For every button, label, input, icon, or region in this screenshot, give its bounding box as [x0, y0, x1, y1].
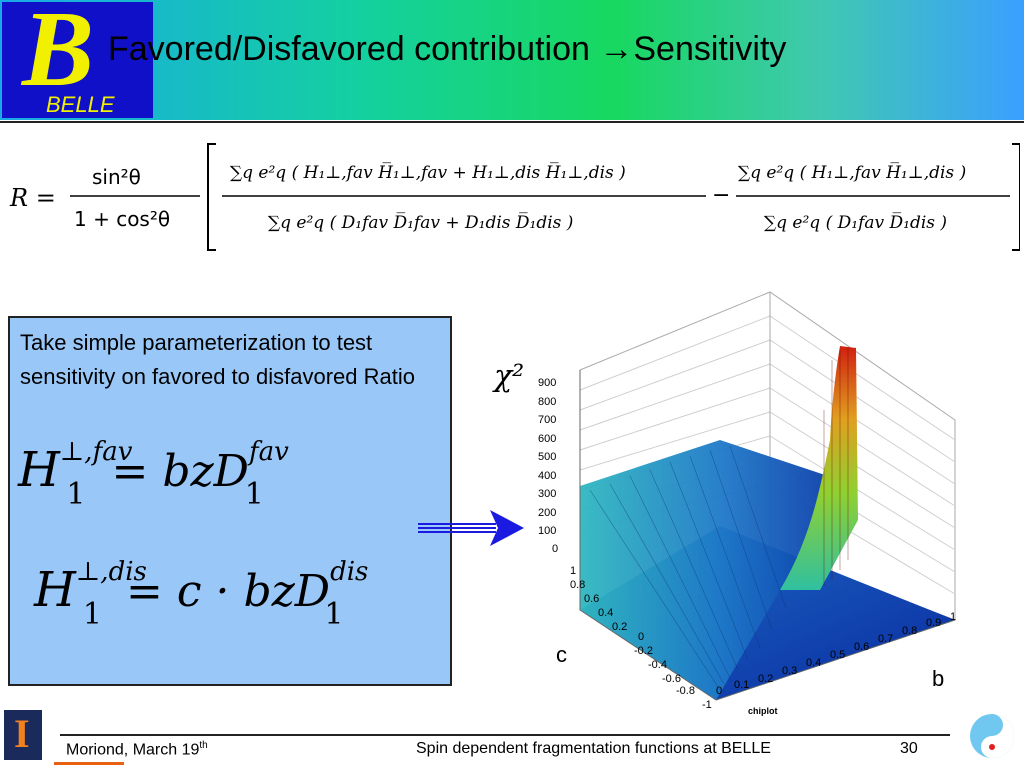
favored-equation: H⊥,fav1 = bzDfav1 [18, 437, 289, 512]
footer-accent [54, 762, 124, 765]
formula-term1-den: ∑q e²q ( D₁fav D̅₁fav + D₁dis D̅₁dis ) [268, 212, 573, 233]
b-tick: 0.1 [734, 679, 749, 691]
z-tick: 400 [538, 470, 556, 482]
z-tick: 800 [538, 396, 556, 408]
b-tick: 0 [716, 685, 722, 697]
z-tick: 200 [538, 507, 556, 519]
b-tick: 0.3 [782, 665, 797, 677]
footer-page-number: 30 [900, 740, 918, 757]
formula-lhs: R = [9, 184, 56, 212]
b-tick: 0.7 [878, 633, 893, 645]
belle-logo-icon: B BELLE [2, 0, 153, 118]
formula-term2-den: ∑q e²q ( D₁fav D̅₁dis ) [764, 212, 947, 233]
slide-title: Favored/Disfavored contribution →Sensiti… [108, 30, 787, 68]
c-tick: -0.2 [634, 645, 653, 657]
z-tick: 700 [538, 414, 556, 426]
c-tick: 1 [570, 565, 576, 577]
title-banner [0, 0, 1024, 120]
c-tick: -0.6 [662, 673, 681, 685]
c-tick: 0.6 [584, 593, 599, 605]
chi2-surface-plot: χ² 900 800 700 600 500 400 300 200 100 0… [492, 291, 956, 716]
formula-term2-num: ∑q e²q ( H₁⊥,fav H̅₁⊥,dis ) [738, 162, 966, 183]
b-tick: 0.8 [902, 625, 917, 637]
formula-term1-num: ∑q e²q ( H₁⊥,fav H̅₁⊥,fav + H₁⊥,dis H̅₁⊥… [230, 162, 626, 183]
formula-prefactor-num: sin²θ [92, 165, 141, 189]
title-divider [0, 121, 1024, 123]
b-tick: 1 [950, 611, 956, 623]
b-tick: 0.5 [830, 649, 845, 661]
b-axis-label: b [932, 666, 944, 691]
formula-prefactor-den: 1 + cos²θ [74, 207, 170, 231]
parameterization-box: Take simple parameterization to test sen… [8, 316, 452, 686]
logo-text: BELLE [46, 92, 115, 117]
z-axis-label: χ² [492, 359, 524, 394]
c-tick: -0.8 [676, 685, 695, 697]
ratio-formula: R = sin²θ 1 + cos²θ ∑q e²q ( H₁⊥,fav H̅₁… [9, 143, 1020, 251]
z-tick: 600 [538, 433, 556, 445]
z-tick: 500 [538, 451, 556, 463]
footer-talk-title: Spin dependent fragmentation functions a… [416, 740, 771, 757]
c-tick: 0.4 [598, 607, 613, 619]
logo-letter: B [22, 0, 95, 109]
svg-text:−: − [712, 183, 730, 208]
uiuc-logo-icon: I [4, 710, 42, 760]
z-tick: 0 [552, 543, 558, 555]
c-tick: 0.8 [570, 579, 585, 591]
c-axis-label: c [556, 642, 567, 667]
yin-yang-logo-icon [970, 714, 1014, 758]
arrow-right-icon [418, 510, 524, 546]
b-tick: 0.6 [854, 641, 869, 653]
disfavored-equation: H⊥,dis1 = c · bzDdis1 [34, 557, 369, 632]
z-tick: 100 [538, 525, 556, 537]
footer-divider [60, 734, 950, 736]
parameterization-text: Take simple parameterization to test sen… [20, 330, 415, 389]
plot-caption: chiplot [748, 706, 778, 716]
c-tick: -1 [702, 699, 712, 711]
c-tick: -0.4 [648, 659, 667, 671]
footer-event: Moriond, March 19th [66, 740, 208, 759]
b-tick: 0.2 [758, 673, 773, 685]
b-tick: 0.4 [806, 657, 821, 669]
c-tick: 0.2 [612, 621, 627, 633]
z-tick: 900 [538, 377, 556, 389]
z-tick: 300 [538, 488, 556, 500]
b-tick: 0.9 [926, 617, 941, 629]
c-tick: 0 [638, 631, 644, 643]
